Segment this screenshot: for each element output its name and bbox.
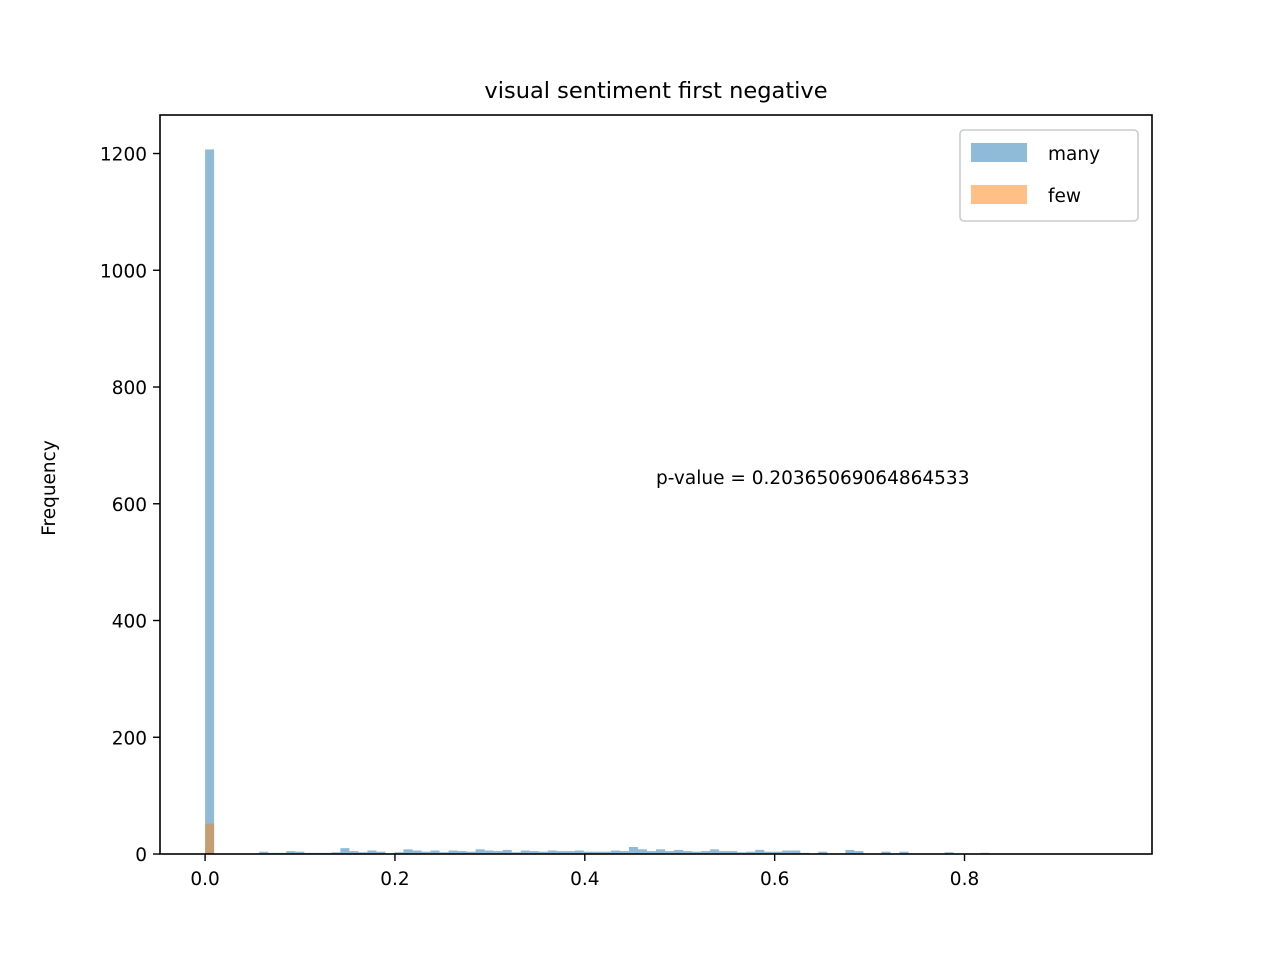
y-tick-label: 600 xyxy=(112,495,147,516)
y-tick-label: 800 xyxy=(112,378,147,399)
bar-many-56 xyxy=(710,849,720,854)
bar-many-9 xyxy=(286,851,296,854)
bar-many-19 xyxy=(376,851,386,854)
bars-layer xyxy=(205,149,990,854)
bar-many-22 xyxy=(403,849,413,854)
x-tick-label: 0.2 xyxy=(380,869,409,890)
bar-many-38 xyxy=(547,850,557,854)
x-axis: 0.0 0.2 0.4 0.6 0.8 xyxy=(190,854,979,890)
bar-many-63 xyxy=(773,851,783,854)
legend: many few xyxy=(959,129,1139,222)
bar-many-60 xyxy=(746,851,756,854)
bar-many-62 xyxy=(764,851,774,854)
bar-many-34 xyxy=(511,852,521,854)
p-value-annotation: p-value = 0.20365069064864533 xyxy=(656,468,969,489)
bar-many-52 xyxy=(674,849,684,854)
x-tick-label: 0.0 xyxy=(190,869,219,890)
x-tick-label: 0.8 xyxy=(950,869,979,890)
bar-many-30 xyxy=(475,849,485,854)
bar-many-65 xyxy=(791,850,801,854)
bar-many-28 xyxy=(457,851,467,854)
y-axis: 0 200 400 600 800 1000 1200 xyxy=(100,145,160,866)
legend-label-many: many xyxy=(1048,144,1100,165)
bar-many-46 xyxy=(619,851,629,854)
legend-swatch-many xyxy=(971,143,1027,162)
bar-many-0 xyxy=(205,149,215,854)
legend-swatch-few xyxy=(971,185,1027,204)
bar-many-48 xyxy=(637,849,647,854)
bar-many-49 xyxy=(646,851,656,854)
bar-many-31 xyxy=(484,850,494,854)
y-tick-label: 1200 xyxy=(100,145,147,166)
plot-frame xyxy=(159,114,1153,855)
bar-many-82 xyxy=(944,852,954,854)
bar-many-55 xyxy=(701,851,711,854)
bar-many-59 xyxy=(737,852,747,854)
x-tick-label: 0.4 xyxy=(570,869,599,890)
bar-many-43 xyxy=(592,851,602,854)
bar-many-16 xyxy=(349,851,359,854)
bar-many-50 xyxy=(656,849,666,854)
y-tick-label: 1000 xyxy=(100,261,147,282)
bar-many-18 xyxy=(367,850,377,854)
bar-many-21 xyxy=(394,852,404,854)
bar-many-26 xyxy=(439,852,449,854)
bar-many-37 xyxy=(538,851,548,854)
bar-many-64 xyxy=(782,850,792,854)
bar-many-17 xyxy=(358,852,368,854)
bar-many-42 xyxy=(583,851,593,854)
series-few xyxy=(205,823,215,854)
bar-many-47 xyxy=(628,847,638,854)
bar-few-0 xyxy=(205,823,215,854)
bar-many-77 xyxy=(899,851,909,854)
bar-many-39 xyxy=(556,851,566,854)
bar-many-54 xyxy=(692,851,702,854)
bar-many-45 xyxy=(610,850,620,854)
bar-many-10 xyxy=(295,851,305,854)
bar-many-41 xyxy=(574,850,584,854)
bar-many-72 xyxy=(854,851,864,854)
bar-many-44 xyxy=(601,851,611,854)
bar-many-71 xyxy=(845,849,855,854)
bar-many-14 xyxy=(331,852,341,854)
bar-many-40 xyxy=(565,851,575,854)
bar-many-51 xyxy=(665,851,675,854)
bar-many-29 xyxy=(466,851,476,854)
bar-many-27 xyxy=(448,850,458,854)
bar-many-15 xyxy=(340,848,350,854)
bar-many-75 xyxy=(881,851,891,854)
chart-title: visual sentiment first negative xyxy=(484,78,827,104)
bar-many-53 xyxy=(683,851,693,854)
bar-many-58 xyxy=(728,851,738,854)
bar-many-25 xyxy=(430,850,440,854)
y-axis-label: Frequency xyxy=(39,440,60,536)
bar-many-6 xyxy=(259,851,269,854)
bar-many-24 xyxy=(421,851,431,854)
bar-many-61 xyxy=(755,849,765,854)
bar-many-33 xyxy=(502,849,512,854)
bar-many-36 xyxy=(529,851,539,854)
bar-many-68 xyxy=(818,851,828,854)
bar-many-57 xyxy=(719,851,729,854)
y-tick-label: 0 xyxy=(135,845,147,866)
bar-many-35 xyxy=(520,850,530,854)
x-tick-label: 0.6 xyxy=(760,869,789,890)
legend-label-few: few xyxy=(1048,186,1081,207)
y-tick-label: 200 xyxy=(112,728,147,749)
bar-many-32 xyxy=(493,851,503,854)
bar-many-23 xyxy=(412,850,422,854)
y-tick-label: 400 xyxy=(112,612,147,633)
